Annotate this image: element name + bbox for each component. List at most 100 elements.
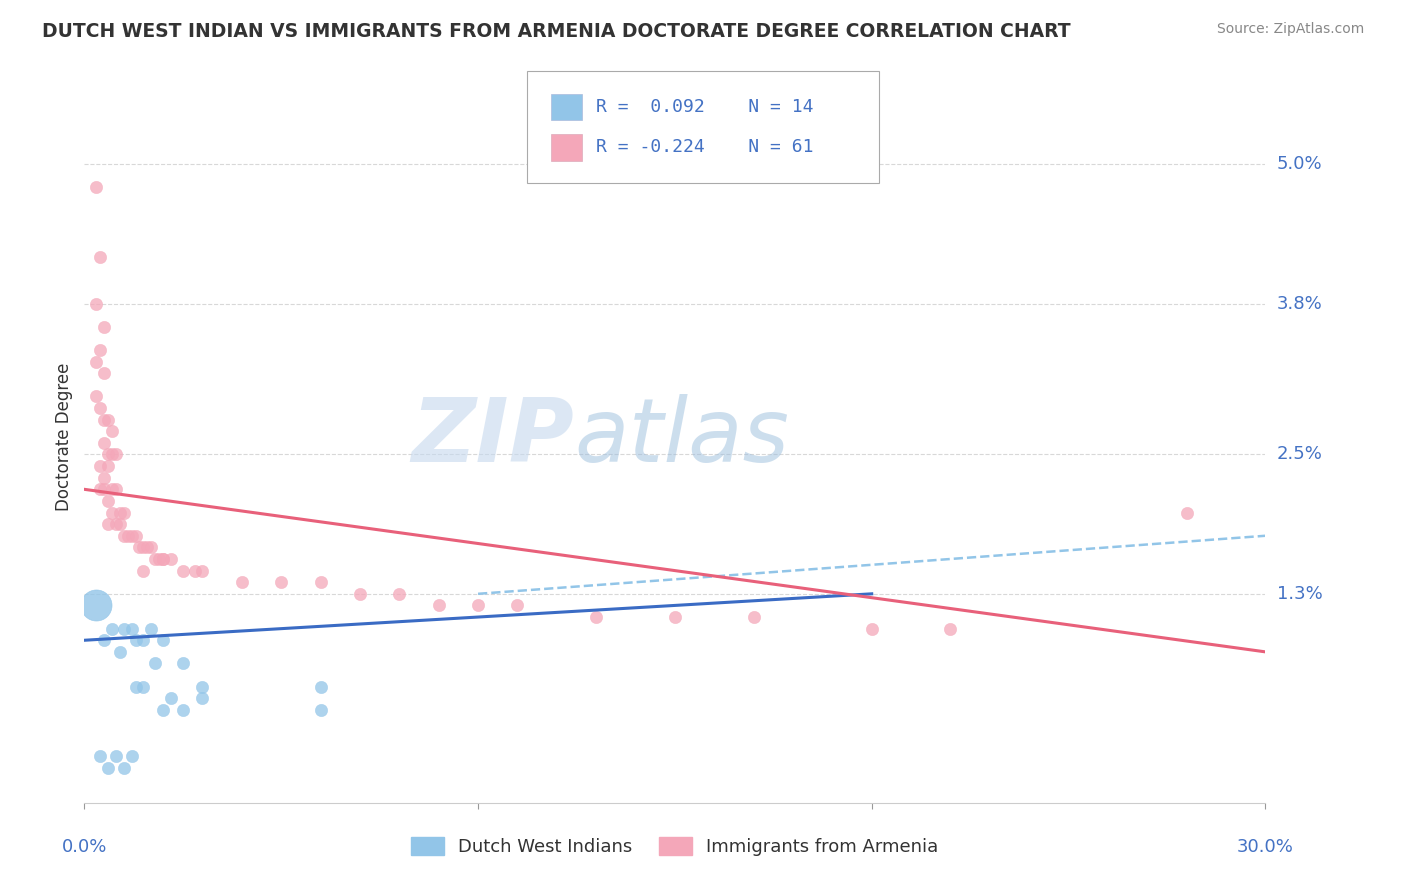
Point xyxy=(93,412,115,426)
Point xyxy=(191,564,214,578)
Point xyxy=(141,541,163,555)
Point xyxy=(97,459,120,474)
Point xyxy=(97,412,120,426)
Point xyxy=(124,529,146,543)
Point xyxy=(112,622,135,636)
Point xyxy=(183,564,205,578)
Point xyxy=(104,517,127,532)
Point xyxy=(742,610,765,624)
Point xyxy=(89,401,111,415)
Point xyxy=(117,529,139,543)
Point xyxy=(104,749,127,764)
Point xyxy=(860,622,883,636)
Text: 0.0%: 0.0% xyxy=(62,838,107,855)
Point xyxy=(84,354,107,368)
Point xyxy=(148,552,170,566)
Text: 5.0%: 5.0% xyxy=(1277,155,1322,173)
Point xyxy=(467,599,489,613)
Point xyxy=(1175,506,1198,520)
Point xyxy=(152,703,174,717)
Point xyxy=(104,483,127,497)
Point xyxy=(93,633,115,648)
Point xyxy=(97,517,120,532)
Point xyxy=(172,703,194,717)
Point xyxy=(112,506,135,520)
Point xyxy=(132,633,155,648)
Point xyxy=(585,610,607,624)
Point xyxy=(89,250,111,264)
Point xyxy=(89,483,111,497)
Point xyxy=(112,761,135,775)
Point xyxy=(89,749,111,764)
Point xyxy=(121,749,143,764)
Text: R = -0.224    N = 61: R = -0.224 N = 61 xyxy=(596,138,814,156)
Point xyxy=(132,541,155,555)
Point xyxy=(152,633,174,648)
Point xyxy=(89,459,111,474)
Point xyxy=(124,633,146,648)
Point xyxy=(93,483,115,497)
Point xyxy=(191,691,214,706)
Point xyxy=(121,529,143,543)
Point xyxy=(93,436,115,450)
Point xyxy=(101,622,124,636)
Text: atlas: atlas xyxy=(575,394,789,480)
Point xyxy=(309,575,332,590)
Point xyxy=(108,517,131,532)
Point xyxy=(506,599,529,613)
Point xyxy=(270,575,292,590)
Point xyxy=(112,529,135,543)
Point xyxy=(143,552,166,566)
Point xyxy=(97,494,120,508)
Point xyxy=(132,680,155,694)
Text: 2.5%: 2.5% xyxy=(1277,445,1323,464)
Point xyxy=(349,587,371,601)
Point xyxy=(309,703,332,717)
Point xyxy=(191,680,214,694)
Point xyxy=(101,448,124,462)
Text: 3.8%: 3.8% xyxy=(1277,294,1322,312)
Point xyxy=(172,657,194,671)
Point xyxy=(84,389,107,403)
Point xyxy=(101,424,124,438)
Point xyxy=(160,691,183,706)
Point xyxy=(84,296,107,310)
Point xyxy=(388,587,411,601)
Point xyxy=(141,622,163,636)
Point xyxy=(939,622,962,636)
Point xyxy=(84,599,107,613)
Point xyxy=(84,180,107,194)
Point xyxy=(152,552,174,566)
Point xyxy=(132,564,155,578)
Point xyxy=(97,761,120,775)
Text: 1.3%: 1.3% xyxy=(1277,585,1322,603)
Point xyxy=(664,610,686,624)
Point xyxy=(101,506,124,520)
Point xyxy=(124,680,146,694)
Point xyxy=(143,657,166,671)
Y-axis label: Doctorate Degree: Doctorate Degree xyxy=(55,363,73,511)
Point xyxy=(128,541,150,555)
Point xyxy=(104,448,127,462)
Point xyxy=(101,483,124,497)
Text: Source: ZipAtlas.com: Source: ZipAtlas.com xyxy=(1216,22,1364,37)
Text: R =  0.092    N = 14: R = 0.092 N = 14 xyxy=(596,98,814,116)
Text: DUTCH WEST INDIAN VS IMMIGRANTS FROM ARMENIA DOCTORATE DEGREE CORRELATION CHART: DUTCH WEST INDIAN VS IMMIGRANTS FROM ARM… xyxy=(42,22,1071,41)
Legend: Dutch West Indians, Immigrants from Armenia: Dutch West Indians, Immigrants from Arme… xyxy=(404,830,946,863)
Text: ZIP: ZIP xyxy=(412,393,575,481)
Point xyxy=(172,564,194,578)
Text: 30.0%: 30.0% xyxy=(1237,838,1294,855)
Point xyxy=(152,552,174,566)
Point xyxy=(89,343,111,357)
Point xyxy=(93,471,115,485)
Point xyxy=(309,680,332,694)
Point xyxy=(427,599,450,613)
Point xyxy=(93,319,115,334)
Point xyxy=(160,552,183,566)
Point xyxy=(136,541,159,555)
Point xyxy=(108,506,131,520)
Point xyxy=(231,575,253,590)
Point xyxy=(93,366,115,380)
Point xyxy=(97,448,120,462)
Point xyxy=(121,622,143,636)
